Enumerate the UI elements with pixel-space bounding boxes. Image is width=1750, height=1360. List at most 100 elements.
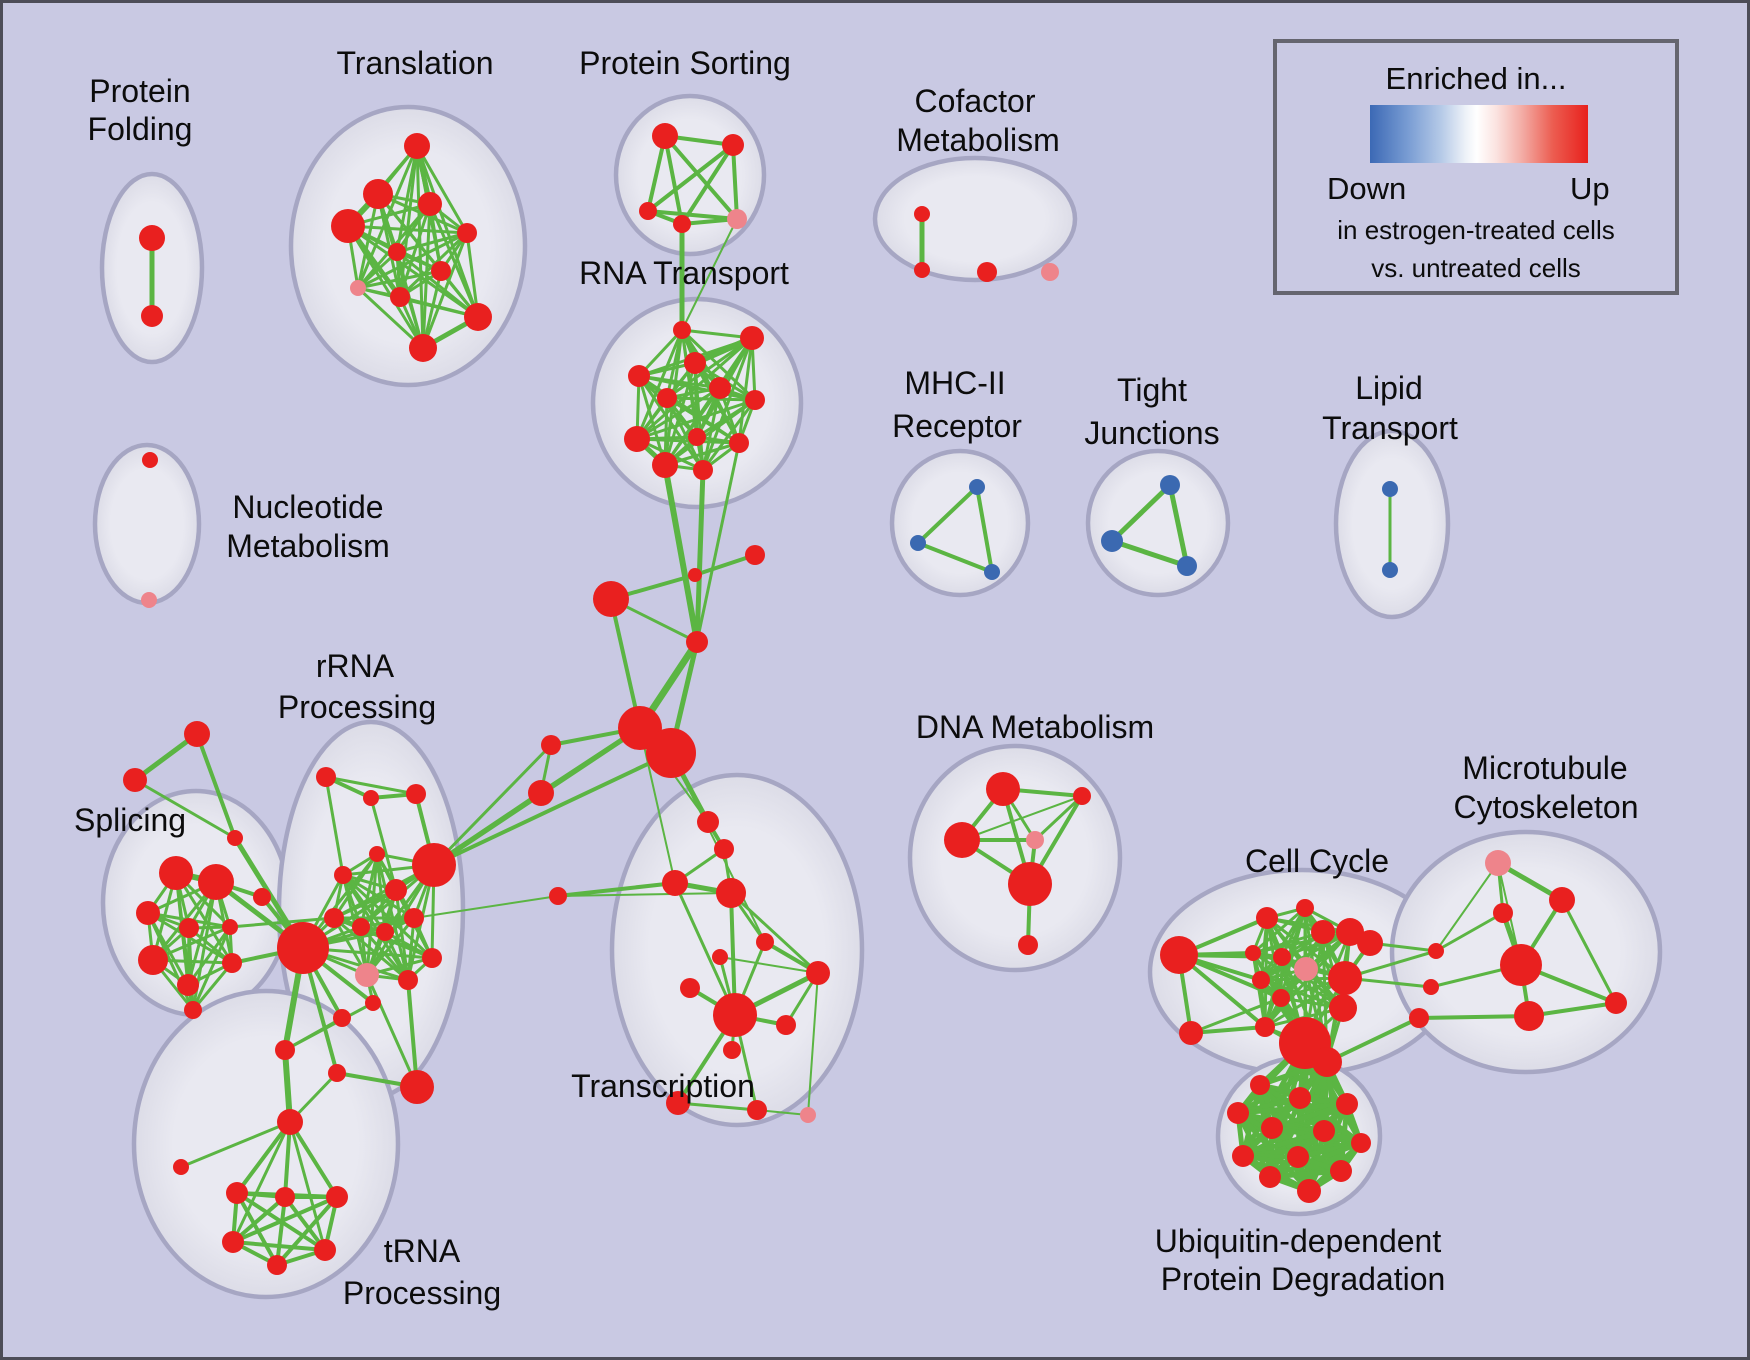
node-t9: [390, 287, 410, 307]
edge: [1560, 898, 1618, 1005]
edge: [186, 925, 232, 987]
node-cf2: [914, 262, 930, 278]
node-pf1: [139, 225, 165, 251]
edge: [365, 973, 419, 1089]
edge: [663, 134, 739, 221]
node-t7: [431, 261, 451, 281]
edge: [975, 485, 994, 574]
edge: [283, 1016, 344, 1052]
edge: [1235, 1101, 1350, 1116]
cluster-ellipse-tight-junctions: [1085, 448, 1231, 598]
node-p7: [177, 974, 199, 996]
cluster-label-transcription: Transcription: [571, 1068, 755, 1104]
node-s1: [652, 123, 678, 149]
edge: [324, 775, 418, 796]
cluster-label-tight-junctions: Junctions: [1084, 415, 1219, 451]
cluster-label-ubiquitin-degradation: Ubiquitin-dependent: [1155, 1223, 1442, 1259]
node-t3: [418, 192, 442, 216]
edge: [1251, 906, 1307, 955]
node-p1: [159, 856, 193, 890]
node-k7: [1245, 945, 1261, 961]
node-x4: [716, 878, 746, 908]
node-r3: [684, 352, 706, 374]
node-x9: [680, 978, 700, 998]
node-mh2: [910, 535, 926, 551]
cluster-label-mhc-ii-receptor: Receptor: [892, 408, 1022, 444]
node-x10: [713, 993, 757, 1037]
node-t8: [350, 280, 366, 296]
edge: [228, 916, 336, 929]
node-t1: [404, 133, 430, 159]
node-n11: [267, 1255, 287, 1275]
cluster-label-trna-processing: tRNA: [384, 1233, 461, 1269]
cluster-label-cofactor-metabolism: Metabolism: [896, 122, 1060, 158]
node-u9: [1409, 1008, 1429, 1028]
node-q4: [369, 846, 385, 862]
node-q10: [404, 908, 424, 928]
cluster-label-nucleotide-metabolism: Metabolism: [226, 528, 390, 564]
edge: [676, 1101, 759, 1112]
node-r5: [657, 388, 677, 408]
node-q14: [398, 970, 418, 990]
edge: [231, 1195, 287, 1244]
node-n8: [326, 1186, 348, 1208]
edge: [231, 1195, 339, 1244]
edge: [609, 597, 642, 730]
node-t5: [457, 223, 477, 243]
node-q15: [422, 948, 442, 968]
edge: [1167, 482, 1190, 569]
node-k3: [1256, 907, 1278, 929]
node-r6: [709, 377, 731, 399]
node-k12: [1272, 989, 1290, 1007]
cluster-label-tight-junctions: Tight: [1117, 372, 1187, 408]
edge: [332, 888, 398, 920]
edge: [701, 336, 754, 472]
edge: [807, 972, 819, 1116]
node-q3: [406, 784, 426, 804]
node-u3: [1493, 903, 1513, 923]
edge: [673, 881, 737, 1017]
node-n7: [275, 1187, 295, 1207]
node-u2: [1549, 887, 1575, 913]
node-r1: [673, 321, 691, 339]
edge: [174, 871, 234, 965]
node-d1: [986, 772, 1020, 806]
edge: [1033, 794, 1084, 842]
edge: [356, 231, 469, 290]
node-r11: [652, 452, 678, 478]
cluster-label-rrna-processing: rRNA: [316, 648, 395, 684]
legend-down-label: Down: [1327, 171, 1407, 206]
node-b2: [1289, 1087, 1311, 1109]
node-h2: [646, 728, 696, 778]
edge: [231, 1240, 327, 1252]
edge: [187, 926, 195, 1012]
node-r10: [729, 433, 749, 453]
node-q6: [334, 866, 352, 884]
node-u4: [1500, 944, 1542, 986]
node-b10: [1330, 1160, 1352, 1182]
nodes-layer: [123, 123, 1627, 1275]
cluster-label-microtubule-cytoskeleton: Microtubule: [1462, 750, 1627, 786]
node-b12: [1297, 1179, 1321, 1203]
edge: [288, 1120, 327, 1252]
cluster-label-lipid-transport: Lipid: [1355, 370, 1423, 406]
edge: [415, 144, 469, 235]
cluster-label-splicing: Splicing: [74, 802, 186, 838]
node-t4: [331, 209, 365, 243]
node-n6: [226, 1182, 248, 1204]
edge: [1417, 1014, 1531, 1020]
node-k13: [1329, 994, 1357, 1022]
cluster-ellipse-protein-sorting: [613, 93, 767, 257]
edge: [694, 467, 706, 645]
node-d6: [1018, 935, 1038, 955]
node-k14: [1255, 1017, 1275, 1037]
edge: [395, 231, 469, 254]
node-u1: [1485, 850, 1511, 876]
edge: [369, 796, 398, 892]
node-q5: [412, 843, 456, 887]
edge: [428, 202, 480, 319]
cluster-ellipse-cofactor-metabolism: [872, 155, 1078, 283]
legend-title: Enriched in...: [1385, 61, 1567, 96]
